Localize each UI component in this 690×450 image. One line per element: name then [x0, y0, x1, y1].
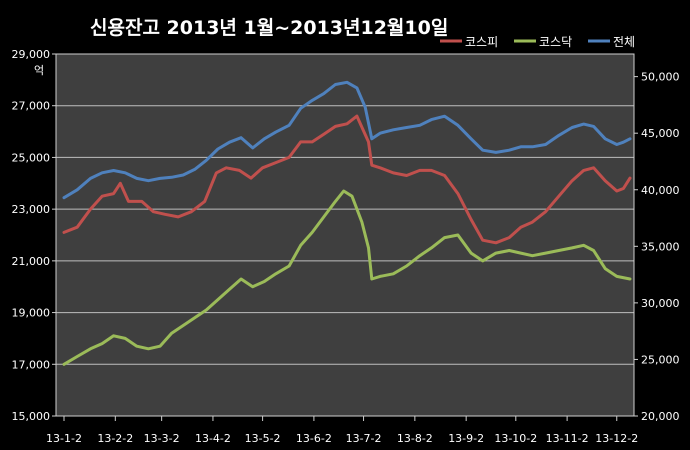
right-tick-label: 30,000: [641, 297, 680, 310]
series-lines: [62, 80, 632, 366]
chart-title: 신용잔고 2013년 1월~2013년12월10일: [90, 17, 448, 39]
left-tick-label: 21,000: [12, 255, 51, 268]
series-line-전체: [62, 80, 632, 200]
left-axis-ticks: 15,000 17,000 19,000 21,000 23,000 25,000 27,0…: [12, 48, 56, 423]
left-tick-label: 27,000: [12, 100, 51, 113]
x-tick-label: 13-4-2: [195, 432, 231, 445]
legend: 코스피 코스닥 전체: [440, 35, 635, 49]
left-tick-label: 29,000: [12, 48, 51, 61]
left-axis-unit: 억: [34, 64, 44, 77]
x-tick-label: 13-7-2: [346, 432, 382, 445]
series-line-코스피: [62, 114, 632, 245]
x-tick-label: 13-12-2: [595, 432, 638, 445]
right-tick-label: 20,000: [641, 410, 680, 423]
series-line-코스닥: [62, 189, 632, 366]
right-axis-ticks: 20,000 25,000 30,000 35,000 40,000 45,000 50,0…: [634, 71, 680, 423]
x-tick-label: 13-9-2: [448, 432, 484, 445]
x-tick-label: 13-8-2: [397, 432, 433, 445]
plot-border: [55, 53, 635, 417]
x-tick-label: 13-1-2: [46, 432, 82, 445]
legend-label: 전체: [613, 35, 635, 49]
left-tick-label: 17,000: [12, 358, 51, 371]
x-axis-ticks: 13-1-2 13-2-2 13-3-2 13-4-2 13-5-2 13-6-2 13-7…: [46, 416, 638, 445]
x-tick-label: 13-11-2: [546, 432, 589, 445]
right-tick-label: 40,000: [641, 184, 680, 197]
left-tick-label: 25,000: [12, 151, 51, 164]
left-tick-label: 19,000: [12, 307, 51, 320]
right-tick-label: 35,000: [641, 240, 680, 253]
x-tick-label: 13-6-2: [296, 432, 332, 445]
left-tick-label: 15,000: [12, 410, 51, 423]
plot-area: [56, 54, 634, 416]
x-tick-label: 13-2-2: [97, 432, 133, 445]
x-tick-label: 13-5-2: [245, 432, 281, 445]
right-tick-label: 45,000: [641, 127, 680, 140]
right-tick-label: 25,000: [641, 353, 680, 366]
x-tick-label: 13-3-2: [144, 432, 180, 445]
x-tick-label: 13-10-2: [494, 432, 537, 445]
legend-label: 코스닥: [539, 35, 572, 49]
left-tick-label: 23,000: [12, 203, 51, 216]
right-tick-label: 50,000: [641, 71, 680, 84]
legend-label: 코스피: [465, 35, 498, 49]
